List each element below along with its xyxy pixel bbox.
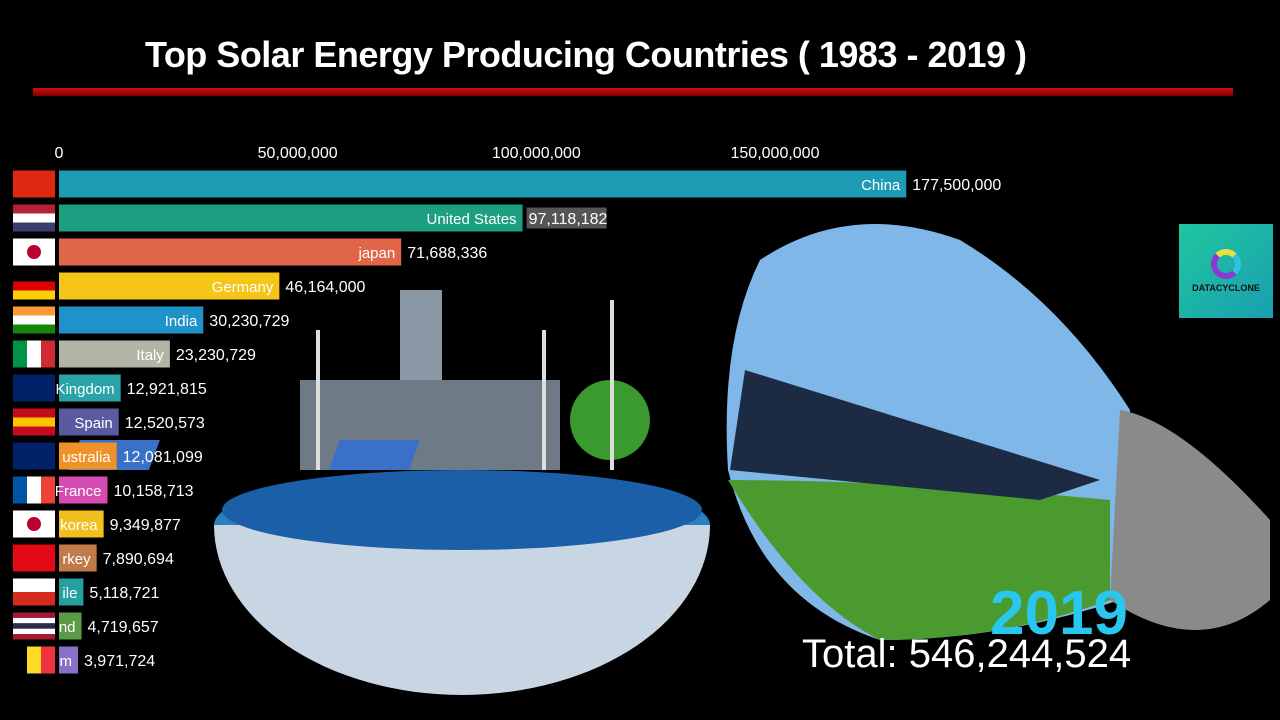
bar-value: 12,921,815	[127, 381, 207, 398]
bar	[59, 476, 108, 504]
bar-label: Italy	[136, 347, 164, 364]
bar-row: India 30,230,729	[13, 306, 289, 334]
bar-row: korea 9,349,877	[13, 510, 181, 538]
bar-value: 46,164,000	[285, 279, 365, 296]
bar-label: China	[861, 177, 901, 194]
bar-value: 97,118,182	[529, 211, 608, 228]
south-korea-flag-icon	[13, 510, 55, 538]
bar-row: nd 4,719,657	[13, 612, 159, 640]
thailand-flag-icon	[13, 612, 55, 640]
bar-row: Italy 23,230,729	[13, 340, 256, 368]
bar	[59, 374, 121, 402]
bar-row: japan 71,688,336	[13, 238, 487, 266]
france-flag-icon	[13, 476, 55, 504]
bar-label: japan	[357, 245, 395, 262]
bar-row: France 10,158,713	[13, 476, 194, 504]
x-tick-label: 150,000,000	[731, 145, 820, 162]
logo-icon	[1211, 249, 1241, 279]
bar	[59, 442, 117, 470]
chart-title: Top Solar Energy Producing Countries ( 1…	[145, 34, 1027, 75]
bar-label: France	[55, 483, 102, 500]
bar-value: 12,520,573	[125, 415, 205, 432]
lightbulb-solar-illustration	[726, 224, 1270, 640]
bar	[59, 340, 170, 368]
japan-flag-icon	[13, 238, 55, 266]
bar	[59, 272, 280, 300]
bar-label: ustralia	[62, 449, 111, 466]
bar-value: 4,719,657	[88, 619, 159, 636]
bar	[59, 238, 402, 266]
datacyclone-logo: DATACYCLONE	[1179, 224, 1273, 318]
bar-label: korea	[60, 517, 98, 534]
bar-row: China 177,500,000	[13, 170, 1001, 198]
bar	[59, 612, 82, 640]
bar-row: United States 97,118,182	[13, 204, 608, 232]
bar-value: 30,230,729	[209, 313, 289, 330]
bar-label: m	[59, 653, 72, 670]
bar-value: 23,230,729	[176, 347, 256, 364]
china-flag-icon	[13, 170, 55, 198]
bar-row: m 3,971,724	[13, 646, 155, 674]
year-label: 2019	[990, 579, 1128, 648]
bar-label: India	[165, 313, 198, 330]
bar-label: Germany	[212, 279, 274, 296]
turkey-flag-icon	[13, 544, 55, 572]
title-underline	[33, 88, 1233, 96]
x-tick-label: 0	[55, 145, 64, 162]
bar-label: rkey	[62, 551, 91, 568]
bar-label: Spain	[74, 415, 112, 432]
bar	[59, 408, 119, 436]
bar-value: 177,500,000	[912, 177, 1001, 194]
chile-flag-icon	[13, 578, 55, 606]
italy-flag-icon	[13, 340, 55, 368]
bar-value: 71,688,336	[407, 245, 487, 262]
bar-value: 12,081,099	[123, 449, 203, 466]
bar	[59, 578, 84, 606]
bar-value: 3,971,724	[84, 653, 155, 670]
germany-flag-icon	[13, 272, 55, 300]
bar-label: Kingdom	[55, 381, 114, 398]
bar-row: Germany 46,164,000	[13, 272, 366, 300]
spain-flag-icon	[13, 408, 55, 436]
bar-value: 5,118,721	[89, 585, 159, 602]
bar-row: ile 5,118,721	[13, 578, 160, 606]
bar-label: United States	[427, 211, 517, 228]
x-tick-label: 100,000,000	[492, 145, 581, 162]
bar-row: Kingdom 12,921,815	[13, 374, 207, 402]
bar	[59, 170, 907, 198]
bar-row: rkey 7,890,694	[13, 544, 174, 572]
bar	[59, 544, 97, 572]
bar-value: 7,890,694	[103, 551, 174, 568]
bar-row: ustralia 12,081,099	[13, 442, 203, 470]
bar	[59, 306, 204, 334]
bar-value: 9,349,877	[110, 517, 181, 534]
x-tick-label: 50,000,000	[258, 145, 338, 162]
usa-flag-icon	[13, 204, 55, 232]
bar-label: nd	[59, 619, 76, 636]
india-flag-icon	[13, 306, 55, 334]
bar-label: ile	[62, 585, 77, 602]
bar	[59, 510, 104, 538]
australia-flag-icon	[13, 442, 55, 470]
globe-city-illustration	[68, 290, 710, 695]
bar-value: 10,158,713	[113, 483, 193, 500]
bar	[59, 646, 78, 674]
belgium-flag-icon	[13, 646, 55, 674]
bar	[59, 204, 523, 232]
total-label: Total: 546,244,524	[802, 632, 1132, 676]
bar-row: Spain 12,520,573	[13, 408, 205, 436]
uk-flag-icon	[13, 374, 55, 402]
